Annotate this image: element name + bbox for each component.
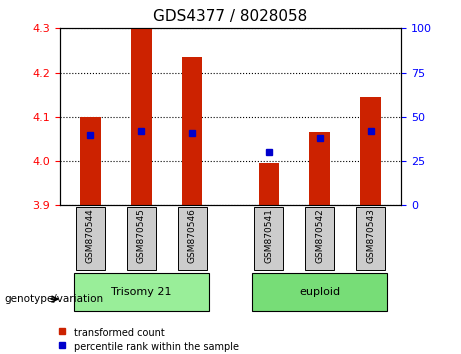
Text: transformed count: transformed count (74, 328, 165, 338)
FancyBboxPatch shape (74, 273, 209, 311)
Bar (259, 163, 279, 205)
Text: percentile rank within the sample: percentile rank within the sample (74, 342, 239, 352)
FancyBboxPatch shape (254, 207, 283, 269)
Bar (309, 132, 330, 205)
Text: GSM870543: GSM870543 (366, 209, 375, 263)
FancyBboxPatch shape (127, 207, 156, 269)
FancyBboxPatch shape (252, 273, 387, 311)
Bar (131, 28, 152, 205)
Text: GSM870544: GSM870544 (86, 209, 95, 263)
Bar (80, 117, 100, 205)
FancyBboxPatch shape (178, 207, 207, 269)
FancyBboxPatch shape (76, 207, 105, 269)
Text: genotype/variation: genotype/variation (5, 294, 104, 304)
FancyBboxPatch shape (305, 207, 334, 269)
Text: Trisomy 21: Trisomy 21 (111, 287, 171, 297)
Text: GSM870546: GSM870546 (188, 209, 197, 263)
Text: GSM870541: GSM870541 (264, 209, 273, 263)
Text: GSM870542: GSM870542 (315, 209, 324, 263)
Title: GDS4377 / 8028058: GDS4377 / 8028058 (154, 9, 307, 24)
Bar (182, 57, 202, 205)
Text: euploid: euploid (299, 287, 340, 297)
FancyBboxPatch shape (356, 207, 385, 269)
Bar (361, 97, 381, 205)
Text: GSM870545: GSM870545 (137, 209, 146, 263)
